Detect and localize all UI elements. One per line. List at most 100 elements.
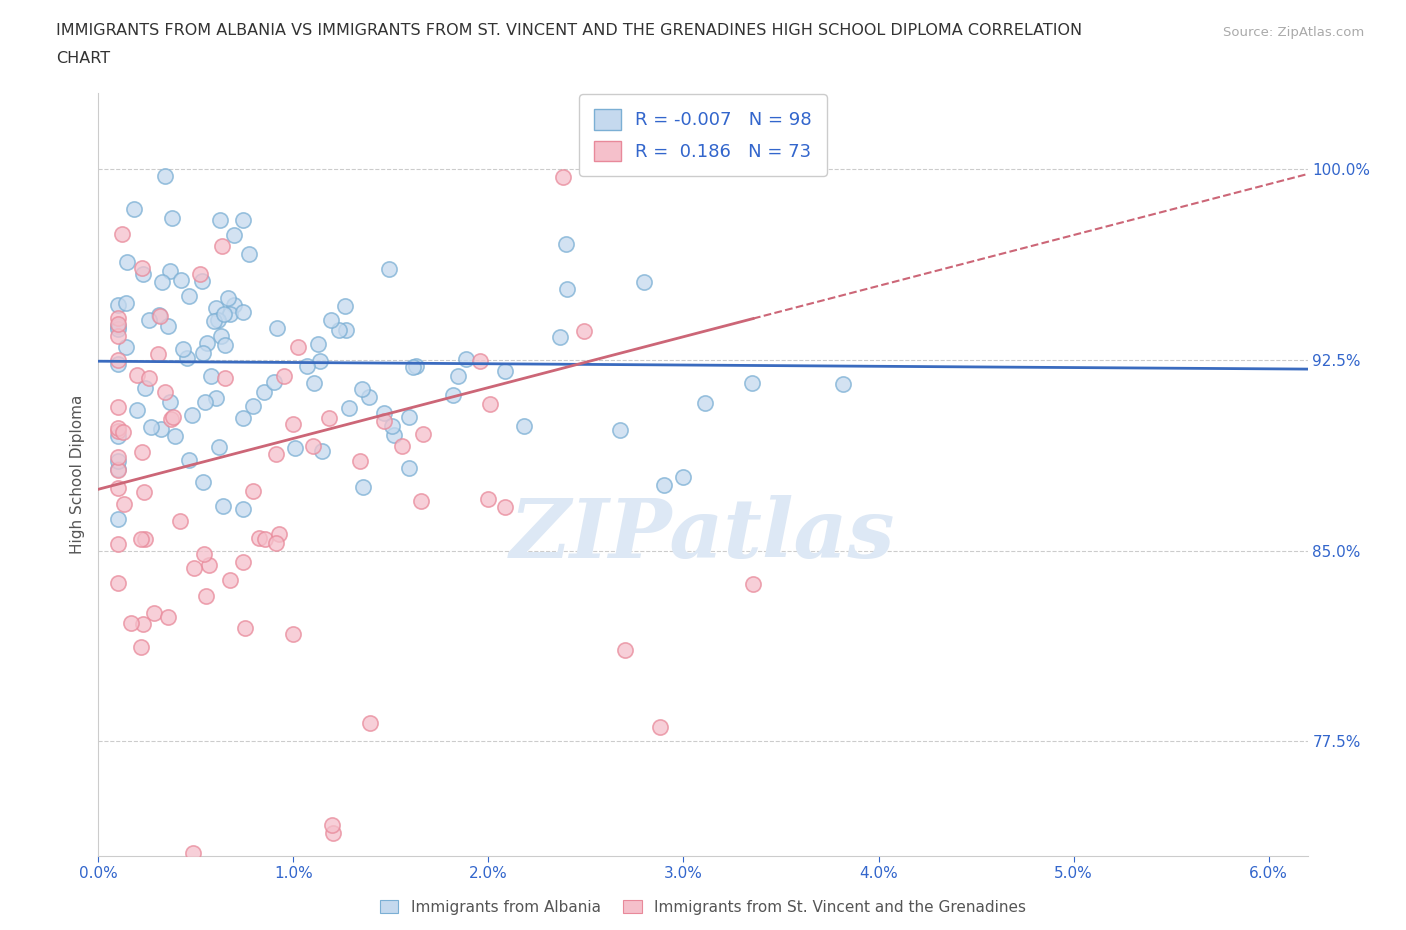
Point <box>309 353 332 368</box>
Point <box>127 403 149 418</box>
Point <box>131 260 153 275</box>
Point <box>648 719 671 734</box>
Point <box>214 338 236 352</box>
Point <box>159 394 181 409</box>
Point <box>112 497 135 512</box>
Point <box>107 449 129 464</box>
Point <box>318 410 340 425</box>
Point <box>125 367 148 382</box>
Text: IMMIGRANTS FROM ALBANIA VS IMMIGRANTS FROM ST. VINCENT AND THE GRENADINES HIGH S: IMMIGRANTS FROM ALBANIA VS IMMIGRANTS FR… <box>56 23 1083 38</box>
Point <box>695 395 717 410</box>
Point <box>129 639 152 654</box>
Point <box>115 339 138 354</box>
Point <box>513 418 536 433</box>
Point <box>107 322 129 337</box>
Point <box>398 460 420 475</box>
Point <box>115 254 138 269</box>
Point <box>297 359 319 374</box>
Point <box>412 427 434 442</box>
Point <box>219 307 242 322</box>
Point <box>321 817 343 832</box>
Point <box>205 300 228 315</box>
Point <box>307 337 329 352</box>
Point <box>169 513 191 528</box>
Point <box>242 484 264 498</box>
Point <box>247 530 270 545</box>
Point <box>335 323 357 338</box>
Point <box>107 317 129 332</box>
Point <box>122 201 145 216</box>
Point <box>405 359 427 374</box>
Point <box>263 375 285 390</box>
Point <box>179 453 201 468</box>
Point <box>741 376 763 391</box>
Point <box>107 454 129 469</box>
Point <box>139 419 162 434</box>
Point <box>131 617 153 631</box>
Point <box>159 263 181 278</box>
Point <box>232 555 254 570</box>
Point <box>181 846 204 861</box>
Point <box>233 620 256 635</box>
Point <box>107 298 129 312</box>
Point <box>107 311 129 325</box>
Point <box>191 474 214 489</box>
Point <box>121 616 143 631</box>
Point <box>195 589 218 604</box>
Point <box>254 532 277 547</box>
Point <box>446 368 468 383</box>
Point <box>350 382 373 397</box>
Point <box>212 498 235 513</box>
Point <box>831 377 853 392</box>
Point <box>107 537 129 551</box>
Point <box>181 407 204 422</box>
Point <box>672 470 695 485</box>
Text: Source: ZipAtlas.com: Source: ZipAtlas.com <box>1223 26 1364 39</box>
Point <box>232 305 254 320</box>
Point <box>134 532 156 547</box>
Point <box>193 546 215 561</box>
Point <box>381 418 404 433</box>
Point <box>111 425 134 440</box>
Point <box>208 213 231 228</box>
Point <box>613 643 636 658</box>
Point <box>287 340 309 355</box>
Point <box>264 446 287 461</box>
Point <box>281 627 304 642</box>
Legend: Immigrants from Albania, Immigrants from St. Vincent and the Grenadines: Immigrants from Albania, Immigrants from… <box>373 892 1033 923</box>
Point <box>232 410 254 425</box>
Point <box>328 322 350 337</box>
Point <box>200 368 222 383</box>
Point <box>477 492 499 507</box>
Point <box>110 226 132 241</box>
Point <box>373 405 395 420</box>
Point <box>107 429 129 444</box>
Point <box>107 575 129 590</box>
Point <box>218 572 240 587</box>
Point <box>163 428 186 443</box>
Point <box>142 605 165 620</box>
Point <box>183 560 205 575</box>
Point <box>633 275 655 290</box>
Point <box>134 380 156 395</box>
Point <box>551 170 574 185</box>
Point <box>157 319 180 334</box>
Point <box>382 428 405 443</box>
Point <box>652 477 675 492</box>
Point <box>107 328 129 343</box>
Point <box>398 409 420 424</box>
Point <box>138 370 160 385</box>
Point <box>359 390 381 405</box>
Point <box>359 716 381 731</box>
Point <box>311 444 333 458</box>
Point <box>195 336 218 351</box>
Point <box>150 421 173 436</box>
Point <box>138 312 160 327</box>
Point <box>494 363 516 378</box>
Point <box>107 399 129 414</box>
Point <box>129 531 152 546</box>
Point <box>214 307 236 322</box>
Point <box>156 610 179 625</box>
Point <box>242 399 264 414</box>
Point <box>107 463 129 478</box>
